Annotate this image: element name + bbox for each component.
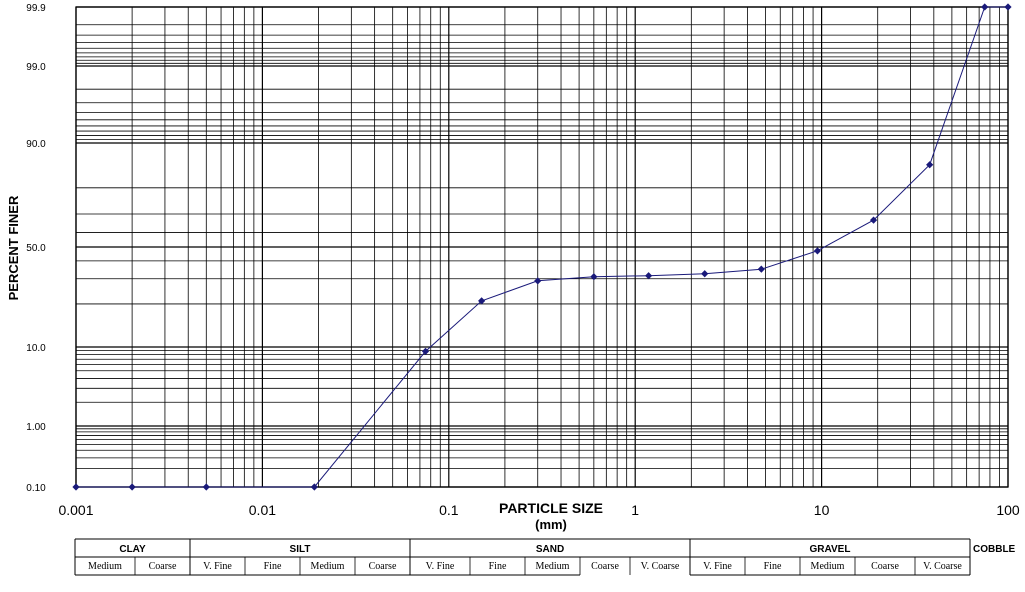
- data-point-marker: [644, 272, 653, 280]
- data-point-marker: [926, 161, 934, 169]
- data-point-marker: [1004, 3, 1012, 11]
- soil-subdivision-label: Coarse: [871, 561, 899, 572]
- x-axis-label: PARTICLE SIZE: [499, 500, 603, 516]
- data-point-marker: [421, 347, 430, 355]
- x-tick-label: 0.01: [249, 502, 276, 518]
- x-tick-label: 100: [996, 502, 1020, 518]
- data-point-marker: [590, 273, 598, 281]
- soil-group-label: GRAVEL: [810, 544, 851, 555]
- x-tick-label: 0.001: [58, 502, 93, 518]
- data-point-marker: [72, 483, 80, 491]
- soil-subdivision-label: Coarse: [149, 561, 177, 572]
- series-layer: [72, 3, 1012, 491]
- data-point-marker: [478, 297, 486, 305]
- soil-group-label: COBBLE: [973, 544, 1016, 555]
- soil-subdivision-label: Fine: [264, 561, 282, 572]
- y-tick-label: 10.0: [26, 343, 46, 354]
- soil-subdivision-label: V. Fine: [426, 561, 455, 572]
- soil-subdivision-label: Fine: [489, 561, 507, 572]
- soil-group-label: SILT: [290, 544, 311, 555]
- soil-group-label: CLAY: [119, 544, 146, 555]
- x-tick-label: 0.1: [439, 502, 459, 518]
- y-tick-label: 0.10: [26, 483, 46, 494]
- x-tick-label: 1: [631, 502, 639, 518]
- soil-group-label: SAND: [536, 544, 564, 555]
- y-axis-label: PERCENT FINER: [6, 195, 21, 300]
- series-line: [76, 6, 1008, 488]
- soil-subdivision-label: V. Fine: [703, 561, 732, 572]
- data-point-marker: [757, 265, 765, 273]
- tick-layer: 0.001 0.01 0.1 1 10 100 0.10 1.00 10.0 50.0 90.0 99…: [26, 3, 1020, 518]
- soil-subdivision-label: Medium: [811, 561, 845, 572]
- soil-subdivision-label: Coarse: [591, 561, 619, 572]
- soil-subdivision-label: V. Coarse: [923, 561, 962, 572]
- y-tick-label: 99.9: [26, 3, 46, 14]
- y-tick-label: 90.0: [26, 139, 46, 150]
- data-point-marker: [202, 483, 210, 491]
- y-tick-label: 99.0: [26, 62, 46, 73]
- data-point-marker: [128, 483, 136, 491]
- x-axis-unit: (mm): [535, 517, 567, 532]
- grid-layer: [75, 6, 1009, 488]
- data-point-marker: [869, 216, 878, 224]
- classification-table: CLAY SILT SAND GRAVEL COBBLE Medium Coarse V. F…: [74, 538, 1016, 576]
- y-tick-label: 1.00: [26, 422, 46, 433]
- data-point-marker: [813, 247, 822, 255]
- soil-subdivision-label: Medium: [88, 561, 122, 572]
- soil-subdivision-label: Fine: [764, 561, 782, 572]
- x-tick-label: 10: [814, 502, 830, 518]
- plot-frame: [75, 6, 1009, 488]
- data-point-marker: [981, 3, 989, 11]
- soil-subdivision-label: V. Coarse: [641, 561, 680, 572]
- soil-subdivision-label: V. Fine: [203, 561, 232, 572]
- soil-subdivision-label: Coarse: [369, 561, 397, 572]
- soil-subdivision-label: Medium: [536, 561, 570, 572]
- data-point-marker: [310, 483, 318, 491]
- data-point-marker: [701, 270, 709, 278]
- soil-subdivision-label: Medium: [311, 561, 345, 572]
- y-tick-label: 50.0: [26, 243, 46, 254]
- data-point-marker: [534, 277, 542, 285]
